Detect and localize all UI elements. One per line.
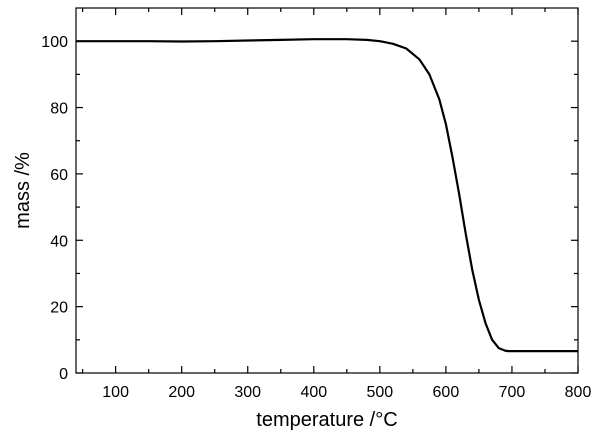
x-tick-label: 600 [433, 384, 460, 401]
y-axis-title: mass /% [12, 152, 34, 229]
x-axis-title: temperature /°C [256, 409, 397, 431]
y-tick-label: 60 [50, 167, 68, 184]
y-tick-label: 100 [41, 34, 68, 51]
x-tick-label: 500 [366, 384, 393, 401]
x-tick-label: 800 [565, 384, 592, 401]
y-tick-label: 20 [50, 300, 68, 317]
plot-frame [75, 7, 579, 374]
tick-labels: 100 200 300 400 500 600 700 800 0 20 40 60 80 100 [41, 34, 591, 401]
series-line [76, 38, 578, 353]
y-tick-label: 0 [59, 366, 68, 383]
y-tick-label: 40 [50, 233, 68, 250]
major-ticks [76, 8, 579, 374]
minor-ticks [76, 8, 578, 373]
x-tick-label: 300 [234, 384, 261, 401]
x-tick-label: 700 [499, 384, 526, 401]
x-tick-label: 200 [168, 384, 195, 401]
x-tick-label: 100 [102, 384, 129, 401]
y-tick-label: 80 [50, 101, 68, 118]
x-tick-label: 400 [300, 384, 327, 401]
